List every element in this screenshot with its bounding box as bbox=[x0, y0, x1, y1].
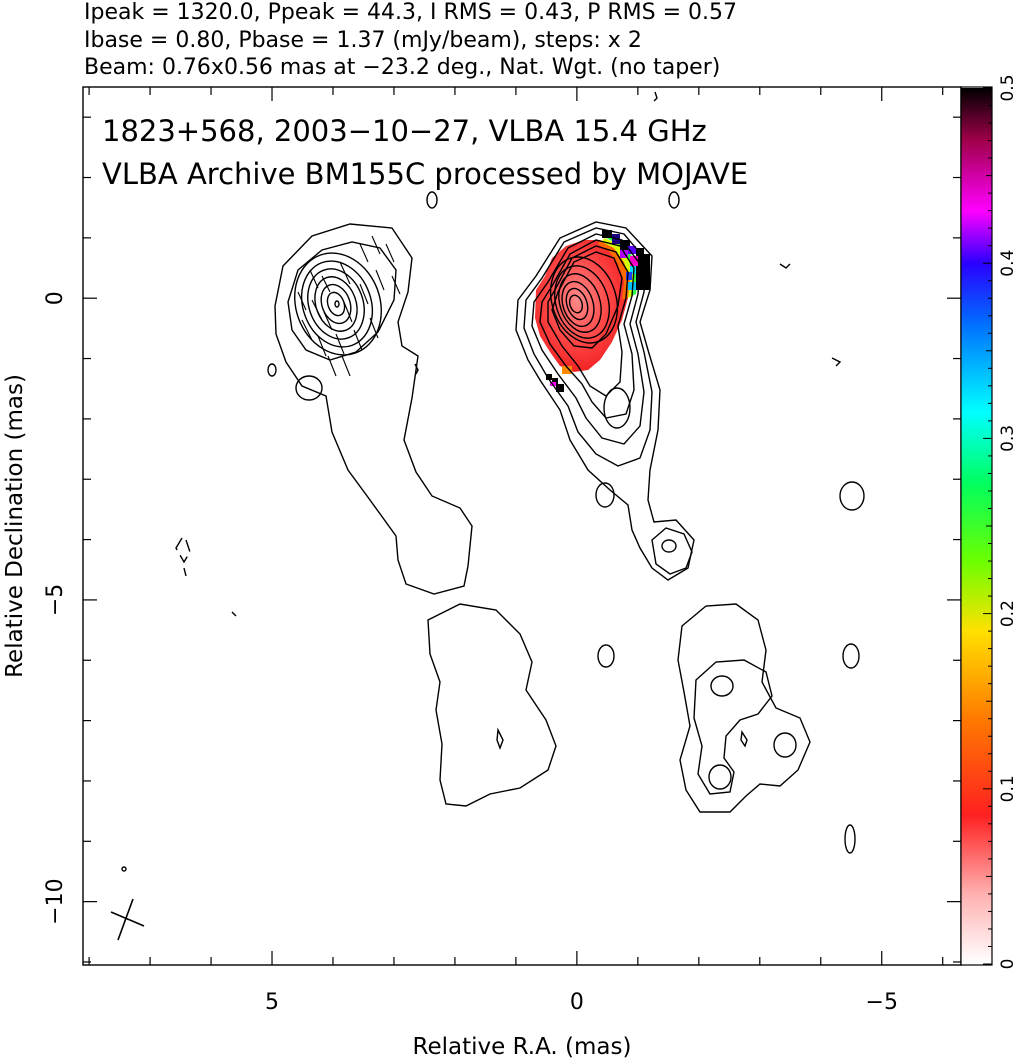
x-tick-label: 5 bbox=[265, 990, 279, 1015]
isolated-contours bbox=[121, 91, 865, 872]
plot-title-line-1: 1823+568, 2003−10−27, VLBA 15.4 GHz bbox=[102, 114, 707, 148]
intensity-contours bbox=[121, 91, 865, 872]
core-jet-contours bbox=[515, 221, 695, 581]
plot-frame bbox=[82, 86, 962, 966]
axes-ticks: 5 0 −5 0 −5 −10 bbox=[43, 87, 961, 1015]
header-line-1: Ipeak = 1320.0, Ppeak = 44.3, I RMS = 0.… bbox=[84, 0, 737, 25]
x-tick-label: 0 bbox=[570, 990, 584, 1015]
plot-title-line-2: VLBA Archive BM155C processed by MOJAVE bbox=[102, 157, 748, 191]
colorbar-tick-label: 0 bbox=[998, 959, 1018, 970]
colorbar-tick-label: 0.1 bbox=[998, 775, 1018, 802]
lower-right-contours bbox=[677, 603, 811, 813]
polarization-vectors bbox=[297, 235, 401, 377]
east-feature-contours bbox=[274, 223, 473, 595]
lower-middle-contours bbox=[427, 603, 557, 807]
colorbar-tick-label: 0.5 bbox=[998, 74, 1018, 101]
jet-knot-contours bbox=[651, 527, 693, 575]
y-tick-label: 0 bbox=[43, 291, 68, 305]
beam-ellipse-marker bbox=[110, 898, 145, 941]
y-tick-label: −5 bbox=[43, 584, 68, 616]
header-line-3: Beam: 0.76x0.56 mas at −23.2 deg., Nat. … bbox=[84, 55, 720, 80]
x-axis-label: Relative R.A. (mas) bbox=[413, 1034, 632, 1060]
colorbar-ticks: 0 0.1 0.2 0.3 0.4 0.5 bbox=[983, 74, 1018, 969]
colorbar-tick-label: 0.2 bbox=[998, 600, 1018, 627]
y-tick-label: −10 bbox=[43, 878, 68, 924]
x-tick-label: −5 bbox=[866, 990, 898, 1015]
colorbar-tick-label: 0.4 bbox=[998, 250, 1018, 277]
colorbar-tick-label: 0.3 bbox=[998, 425, 1018, 452]
header-line-2: Ibase = 0.80, Pbase = 1.37 (mJy/beam), s… bbox=[84, 28, 642, 53]
y-axis-label: Relative Declination (mas) bbox=[2, 374, 28, 678]
